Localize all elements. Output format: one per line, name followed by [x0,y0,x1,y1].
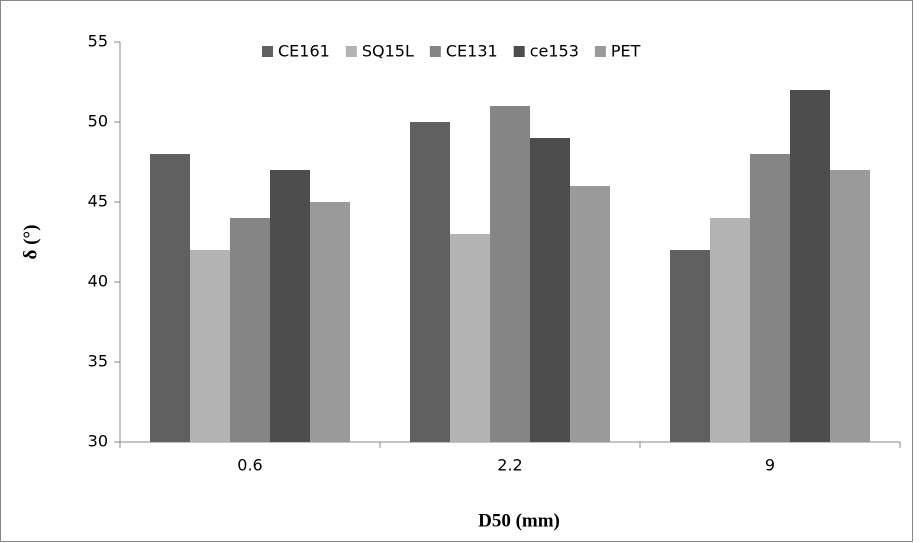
bar [310,202,350,442]
legend-swatch [513,46,525,57]
bar [450,234,490,442]
bar [270,170,310,442]
y-tick-label: 40 [88,272,108,291]
legend-label: CE131 [446,42,498,61]
y-tick-label: 45 [88,192,108,211]
y-tick-label: 35 [88,352,108,371]
bar [710,218,750,442]
bar [190,250,230,442]
bar [670,250,710,442]
legend-label: PET [611,42,641,61]
bar [570,186,610,442]
x-tick-label: 2.2 [497,456,522,475]
legend-swatch [594,46,606,57]
bar [230,218,270,442]
legend-label: CE161 [278,42,330,61]
legend-label: SQ15L [362,42,414,61]
x-tick-label: 9 [765,456,775,475]
bar [150,154,190,442]
y-axis-title: δ (°) [20,225,41,260]
legend-swatch [262,46,273,57]
y-tick-label: 50 [88,112,108,131]
y-tick-label: 30 [88,432,108,451]
bar [830,170,870,442]
bar [530,138,570,442]
legend-swatch [429,46,441,57]
bar [750,154,790,442]
bar [410,122,450,442]
y-tick-label: 55 [88,32,108,51]
legend-swatch [345,46,357,57]
bar [490,106,530,442]
bar [790,90,830,442]
legend-label: ce153 [530,42,579,61]
x-axis-title: D50 (mm) [478,510,560,531]
x-tick-label: 0.6 [237,456,262,475]
